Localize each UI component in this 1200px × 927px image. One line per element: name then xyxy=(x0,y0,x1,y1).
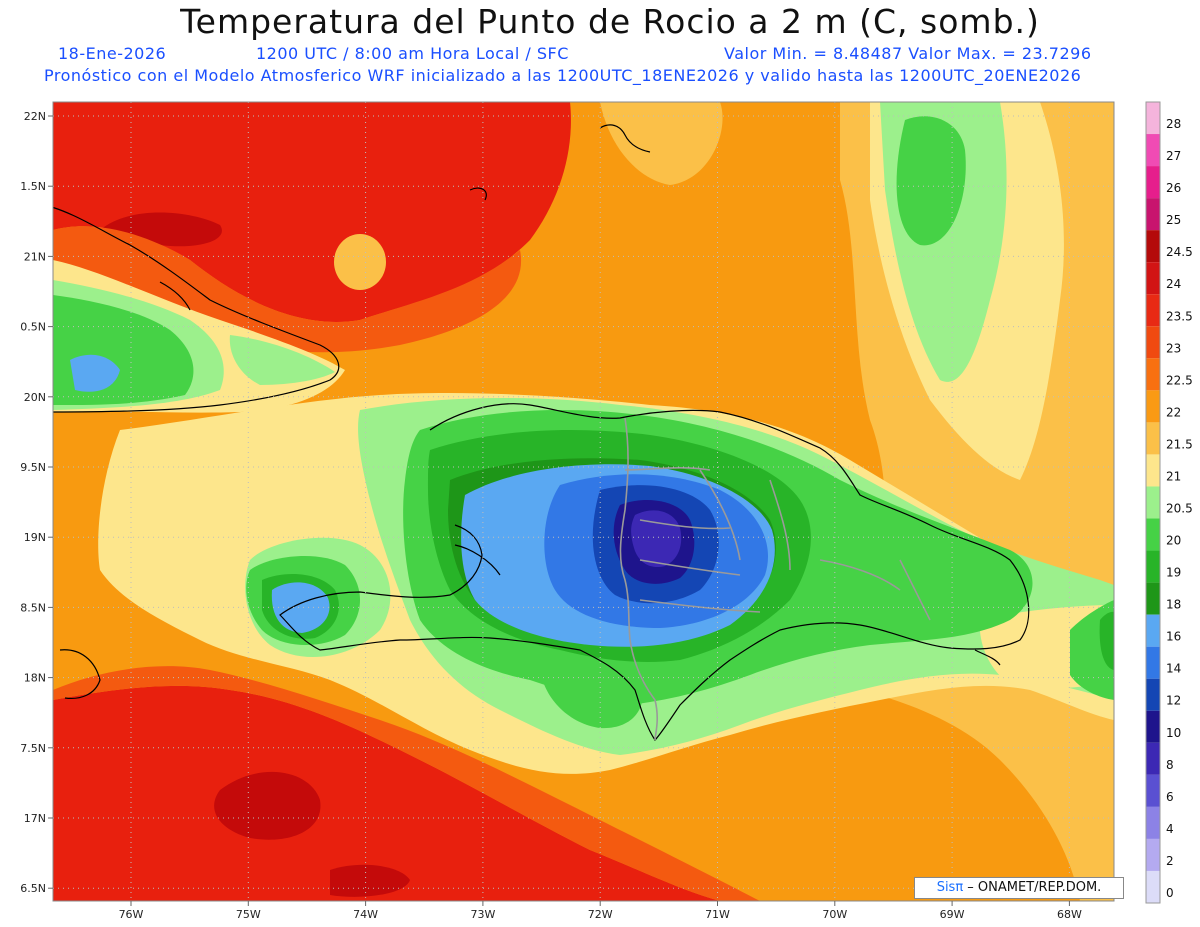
lon-tick-label: 73W xyxy=(470,908,495,921)
legend-swatch xyxy=(1146,614,1160,647)
legend-frame xyxy=(1145,101,1161,904)
legend-swatch xyxy=(1146,550,1160,583)
dewpoint-field xyxy=(53,102,1114,901)
map-frame xyxy=(52,101,1115,902)
legend-swatch xyxy=(1146,646,1160,679)
longitude-axis: 76W 75W 74W 73W 72W 71W 70W 69W 68W xyxy=(119,901,1082,921)
lat-tick-label: 0.5N xyxy=(20,321,46,334)
legend-label: 0 xyxy=(1166,886,1174,900)
legend-swatch xyxy=(1146,102,1160,135)
legend-label: 26 xyxy=(1166,181,1181,195)
lat-tick-label: 20N xyxy=(24,391,46,404)
legend-swatch xyxy=(1146,710,1160,743)
legend-label: 25 xyxy=(1166,213,1181,227)
lat-tick-label: 8.5N xyxy=(20,601,46,614)
borders xyxy=(619,417,931,741)
legend-swatch xyxy=(1146,838,1160,871)
lat-tick-label: 17N xyxy=(24,812,46,825)
legend-swatch xyxy=(1146,454,1160,487)
legend-swatch xyxy=(1146,390,1160,423)
legend-swatch xyxy=(1146,262,1160,295)
lat-tick-label: 18N xyxy=(24,672,46,685)
legend-label: 24.5 xyxy=(1166,245,1193,259)
legend-label: 24 xyxy=(1166,277,1181,291)
latitude-axis: 22N 1.5N 21N 0.5N 20N 9.5N 19N 8.5N 18N 7.5N 17N 6.… xyxy=(20,110,53,895)
lat-tick-label: 22N xyxy=(24,110,46,123)
legend-swatch xyxy=(1146,166,1160,199)
legend-label: 21 xyxy=(1166,469,1181,483)
lon-tick-label: 69W xyxy=(940,908,965,921)
legend-label: 19 xyxy=(1166,566,1181,580)
legend-label: 10 xyxy=(1166,726,1181,740)
legend-swatch xyxy=(1146,806,1160,839)
legend-swatch xyxy=(1146,582,1160,615)
legend-label: 28 xyxy=(1166,117,1181,131)
valid-time: 1200 UTC / 8:00 am Hora Local / SFC xyxy=(256,44,569,63)
legend-label: 23 xyxy=(1166,341,1181,355)
legend-swatch xyxy=(1146,422,1160,455)
lon-tick-label: 74W xyxy=(353,908,378,921)
legend-swatch xyxy=(1146,294,1160,327)
lat-tick-label: 9.5N xyxy=(20,461,46,474)
legend-label: 22.5 xyxy=(1166,373,1193,387)
legend-label: 2 xyxy=(1166,854,1174,868)
legend-swatch xyxy=(1146,486,1160,519)
legend-swatch xyxy=(1146,134,1160,167)
lat-tick-label: 6.5N xyxy=(20,882,46,895)
grid-lines xyxy=(53,102,1114,901)
legend-label: 12 xyxy=(1166,694,1181,708)
legend-swatch xyxy=(1146,774,1160,807)
legend-label: 18 xyxy=(1166,598,1181,612)
legend-label: 20.5 xyxy=(1166,502,1193,516)
legend-swatch xyxy=(1146,326,1160,359)
legend-swatch xyxy=(1146,230,1160,263)
min-max-values: Valor Min. = 8.48487 Valor Max. = 23.729… xyxy=(724,44,1092,63)
lat-tick-label: 19N xyxy=(24,531,46,544)
lon-tick-label: 72W xyxy=(588,908,613,921)
legend-label: 27 xyxy=(1166,149,1181,163)
lon-tick-label: 75W xyxy=(236,908,261,921)
legend-label: 20 xyxy=(1166,534,1181,548)
credit-box: Sisπ – ONAMET/REP.DOM. xyxy=(914,877,1124,899)
legend-label: 4 xyxy=(1166,822,1174,836)
legend-label: 8 xyxy=(1166,758,1174,772)
legend-swatch xyxy=(1146,870,1160,903)
credit-text: – ONAMET/REP.DOM. xyxy=(963,880,1102,895)
legend-label: 21.5 xyxy=(1166,437,1193,451)
lat-tick-label: 7.5N xyxy=(20,742,46,755)
lat-tick-label: 21N xyxy=(24,250,46,263)
map-title: Temperatura del Punto de Rocio a 2 m (C,… xyxy=(180,2,1040,41)
legend-label: 23.5 xyxy=(1166,309,1193,323)
legend-swatch xyxy=(1146,742,1160,775)
lon-tick-label: 70W xyxy=(822,908,847,921)
lon-tick-label: 76W xyxy=(119,908,144,921)
legend-swatch xyxy=(1146,518,1160,551)
legend-swatch xyxy=(1146,678,1160,711)
legend-label: 22 xyxy=(1166,405,1181,419)
legend-swatch xyxy=(1146,358,1160,391)
legend-label: 6 xyxy=(1166,790,1174,804)
lon-tick-label: 71W xyxy=(705,908,730,921)
coastlines xyxy=(53,124,1030,741)
lon-tick-label: 68W xyxy=(1057,908,1082,921)
lat-tick-label: 1.5N xyxy=(20,180,46,193)
legend-label: 14 xyxy=(1166,662,1181,676)
legend-swatch xyxy=(1146,198,1160,231)
model-description: Pronóstico con el Modelo Atmosferico WRF… xyxy=(44,66,1082,85)
sispi-logo: Sisπ xyxy=(936,880,964,895)
valid-date: 18-Ene-2026 xyxy=(58,44,167,63)
color-legend: 2827262524.52423.52322.52221.52120.52019… xyxy=(1145,101,1193,904)
legend-label: 16 xyxy=(1166,630,1181,644)
